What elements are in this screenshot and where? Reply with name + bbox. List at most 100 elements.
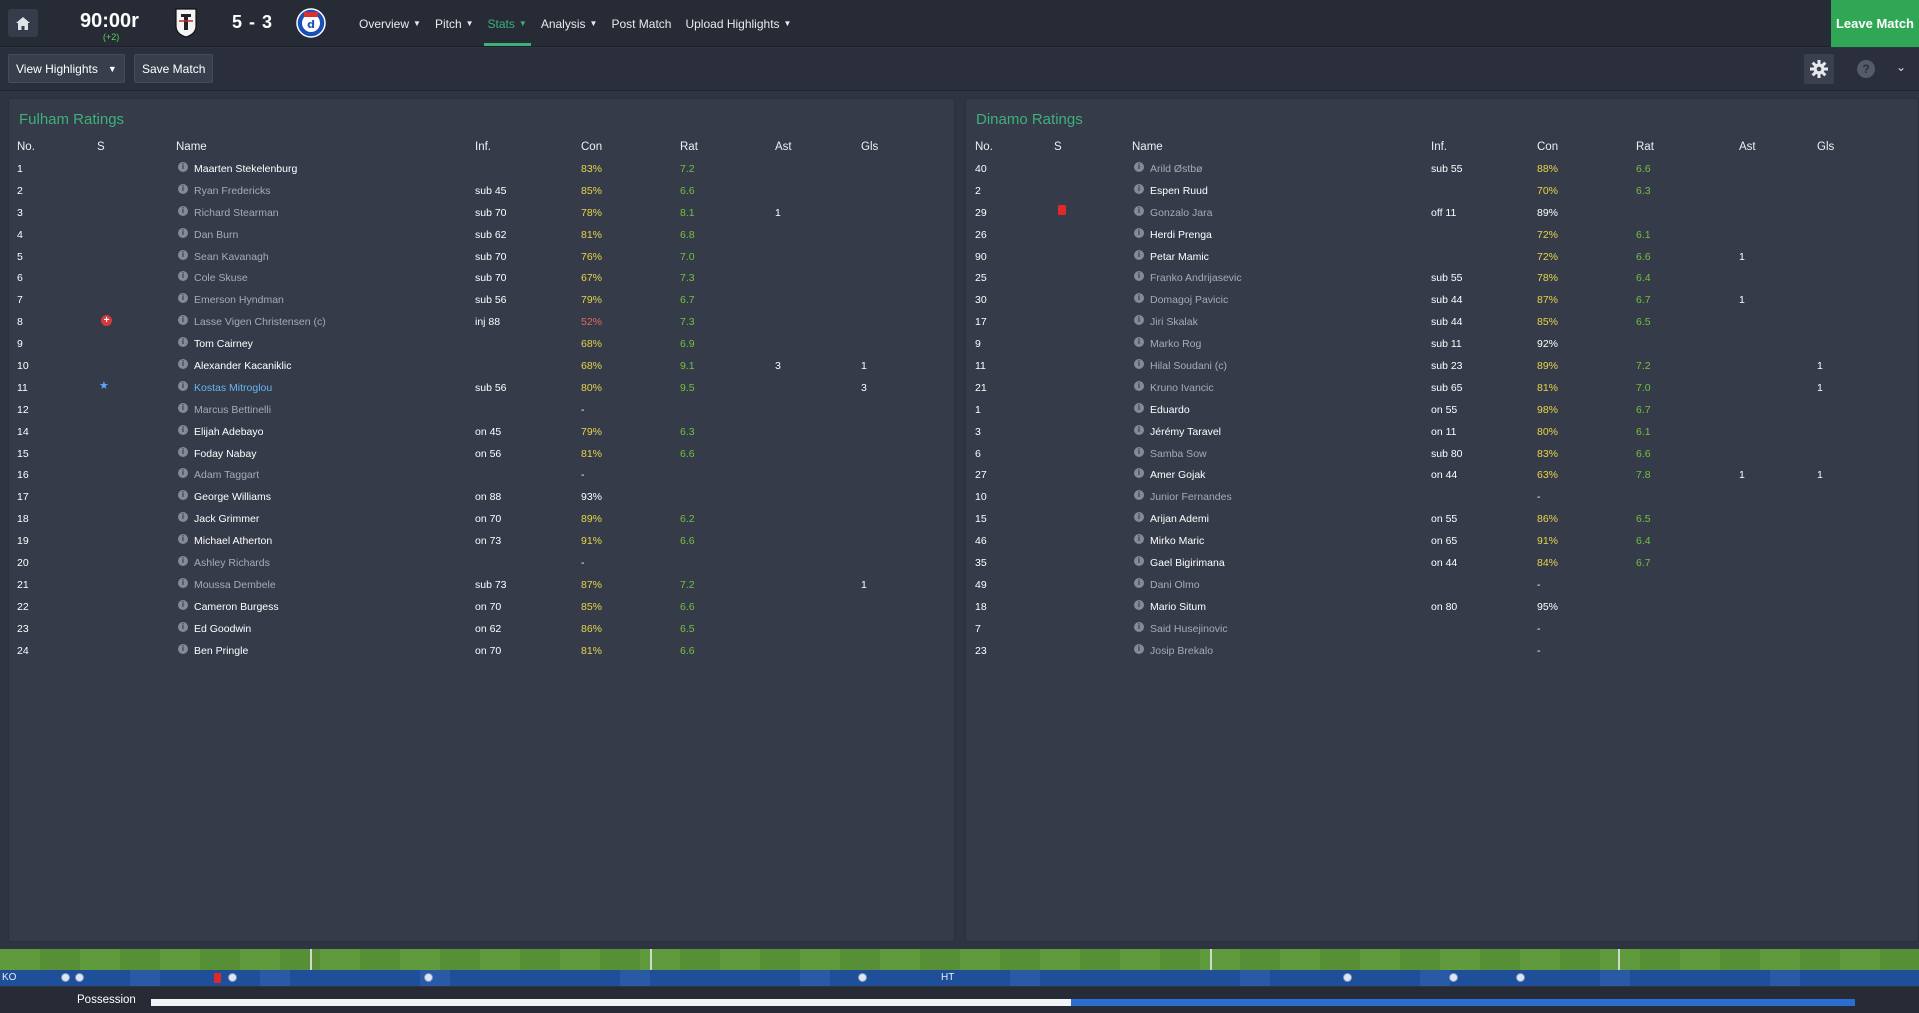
table-row[interactable]: 3 i Jérémy Taravel on 11 80% 6.1	[966, 422, 1918, 444]
col-gls[interactable]: Gls	[1817, 141, 1835, 153]
player-info-icon[interactable]: i	[1134, 205, 1144, 216]
table-row[interactable]: 17 i George Williams on 88 93%	[9, 487, 954, 509]
table-row[interactable]: 9 i Marko Rog sub 11 92%	[966, 334, 1918, 356]
player-name[interactable]: Maarten Stekelenburg	[194, 163, 298, 175]
table-row[interactable]: 40 i Arild Østbø sub 55 88% 6.6	[966, 159, 1918, 181]
player-info-icon[interactable]: i	[1134, 577, 1144, 588]
player-info-icon[interactable]: i	[178, 446, 188, 457]
player-name[interactable]: Moussa Dembele	[194, 578, 276, 591]
home-button[interactable]	[8, 9, 38, 37]
player-name[interactable]: Kostas Mitroglou	[194, 381, 273, 394]
nav-post-match[interactable]: Post Match	[604, 0, 678, 47]
table-row[interactable]: 21 i Moussa Dembele sub 73 87% 7.2 1	[9, 575, 954, 597]
player-name[interactable]: Ben Pringle	[194, 644, 249, 657]
player-info-icon[interactable]: i	[1134, 227, 1144, 238]
player-name[interactable]: Sean Kavanagh	[194, 250, 269, 263]
player-info-icon[interactable]: i	[1134, 380, 1144, 391]
table-row[interactable]: 6 i Samba Sow sub 80 83% 6.6	[966, 444, 1918, 466]
player-info-icon[interactable]: i	[178, 577, 188, 588]
player-info-icon[interactable]: i	[178, 599, 188, 610]
player-info-icon[interactable]: i	[178, 490, 188, 501]
nav-pitch[interactable]: Pitch ▼	[428, 0, 481, 47]
player-info-icon[interactable]: i	[178, 162, 188, 172]
table-row[interactable]: 5 i Sean Kavanagh sub 70 76% 7.0	[9, 247, 954, 269]
player-name[interactable]: Jérémy Taravel	[1150, 425, 1221, 438]
table-row[interactable]: 15 i Foday Nabay on 56 81% 6.6	[9, 444, 954, 466]
table-row[interactable]: 30 i Domagoj Pavicic sub 44 87% 6.7 1	[966, 290, 1918, 312]
table-row[interactable]: 19 i Michael Atherton on 73 91% 6.6	[9, 531, 954, 553]
match-timeline[interactable]: KO HT	[0, 970, 1919, 986]
player-name[interactable]: Elijah Adebayo	[194, 425, 264, 438]
player-name[interactable]: Jiri Skalak	[1150, 316, 1198, 329]
table-row[interactable]: 8 + i Lasse Vigen Christensen (c) inj 88 52% 7…	[9, 312, 954, 334]
player-info-icon[interactable]: i	[1134, 621, 1144, 632]
player-name[interactable]: Cole Skuse	[194, 272, 248, 285]
player-info-icon[interactable]: i	[1134, 468, 1144, 479]
col-con[interactable]: Con	[1537, 141, 1559, 153]
col-name[interactable]: Name	[176, 141, 207, 153]
table-row[interactable]: 35 i Gael Bigirimana on 44 84% 6.7	[966, 553, 1918, 575]
table-row[interactable]: 49 i Dani Olmo -	[966, 575, 1918, 597]
table-row[interactable]: 7 i Said Husejinovic -	[966, 619, 1918, 641]
player-info-icon[interactable]: i	[178, 293, 188, 304]
col-gls[interactable]: Gls	[861, 141, 879, 153]
table-row[interactable]: 21 i Kruno Ivancic sub 65 81% 7.0 1	[966, 378, 1918, 400]
player-info-icon[interactable]: i	[178, 249, 188, 260]
nav-analysis[interactable]: Analysis ▼	[534, 0, 605, 47]
player-info-icon[interactable]: i	[1134, 512, 1144, 523]
player-info-icon[interactable]: i	[178, 534, 188, 545]
table-row[interactable]: 27 i Amer Gojak on 44 63% 7.8 1 1	[966, 465, 1918, 487]
player-info-icon[interactable]: i	[178, 359, 188, 370]
table-row[interactable]: 14 i Elijah Adebayo on 45 79% 6.3	[9, 422, 954, 444]
player-name[interactable]: Gonzalo Jara	[1150, 206, 1213, 219]
table-row[interactable]: 3 i Richard Stearman sub 70 78% 8.1 1	[9, 203, 954, 225]
table-row[interactable]: 16 i Adam Taggart -	[9, 465, 954, 487]
table-row[interactable]: 12 i Marcus Bettinelli -	[9, 400, 954, 422]
table-row[interactable]: 90 i Petar Mamic 72% 6.6 1	[966, 247, 1918, 269]
player-name[interactable]: Domagoj Pavicic	[1150, 294, 1229, 307]
player-name[interactable]: Marcus Bettinelli	[194, 403, 272, 416]
table-row[interactable]: 9 i Tom Cairney 68% 6.9	[9, 334, 954, 356]
player-info-icon[interactable]: i	[1134, 249, 1144, 260]
more-options-chevron-icon[interactable]: ⌄	[1896, 60, 1907, 74]
nav-overview[interactable]: Overview ▼	[352, 0, 428, 47]
nav-upload-highlights[interactable]: Upload Highlights ▼	[678, 0, 798, 47]
player-info-icon[interactable]: i	[1134, 359, 1144, 370]
player-name[interactable]: Herdi Prenga	[1150, 228, 1212, 241]
player-name[interactable]: Josip Brekalo	[1150, 644, 1214, 657]
col-inf[interactable]: Inf.	[475, 141, 491, 153]
view-highlights-button[interactable]: View Highlights ▼	[8, 54, 125, 83]
table-row[interactable]: 18 i Mario Situm on 80 95%	[966, 597, 1918, 619]
player-info-icon[interactable]: i	[1134, 337, 1144, 348]
player-info-icon[interactable]: i	[178, 337, 188, 348]
player-name[interactable]: Gael Bigirimana	[1150, 557, 1225, 570]
player-name[interactable]: Mirko Maric	[1150, 535, 1205, 548]
player-name[interactable]: Junior Fernandes	[1150, 491, 1232, 504]
player-info-icon[interactable]: i	[1134, 162, 1144, 172]
player-name[interactable]: Arild Østbø	[1150, 163, 1203, 175]
player-info-icon[interactable]: i	[178, 205, 188, 216]
nav-stats[interactable]: Stats ▼	[481, 0, 534, 47]
player-info-icon[interactable]: i	[1134, 424, 1144, 435]
fulham-crest-icon[interactable]	[175, 8, 197, 41]
goal-ball-icon[interactable]	[858, 973, 867, 982]
leave-match-button[interactable]: Leave Match	[1831, 0, 1919, 47]
player-info-icon[interactable]: i	[178, 402, 188, 413]
player-name[interactable]: Kruno Ivancic	[1150, 381, 1214, 394]
player-info-icon[interactable]: i	[1134, 402, 1144, 413]
table-row[interactable]: 15 i Arijan Ademi on 55 86% 6.5	[966, 509, 1918, 531]
player-name[interactable]: Espen Ruud	[1150, 184, 1208, 197]
player-name[interactable]: Jack Grimmer	[194, 513, 260, 526]
table-row[interactable]: 2 i Espen Ruud 70% 6.3	[966, 181, 1918, 203]
player-info-icon[interactable]: i	[1134, 490, 1144, 501]
col-s[interactable]: S	[97, 141, 105, 153]
help-icon[interactable]: ?	[1857, 60, 1875, 78]
goal-ball-icon[interactable]	[75, 973, 84, 982]
table-row[interactable]: 10 i Junior Fernandes -	[966, 487, 1918, 509]
table-row[interactable]: 1 i Maarten Stekelenburg 83% 7.2	[9, 159, 954, 181]
player-info-icon[interactable]: i	[1134, 534, 1144, 545]
player-info-icon[interactable]: i	[1134, 293, 1144, 304]
goal-ball-icon[interactable]	[424, 973, 433, 982]
player-name[interactable]: Ed Goodwin	[194, 622, 252, 635]
dinamo-crest-icon[interactable]: d	[296, 8, 326, 41]
